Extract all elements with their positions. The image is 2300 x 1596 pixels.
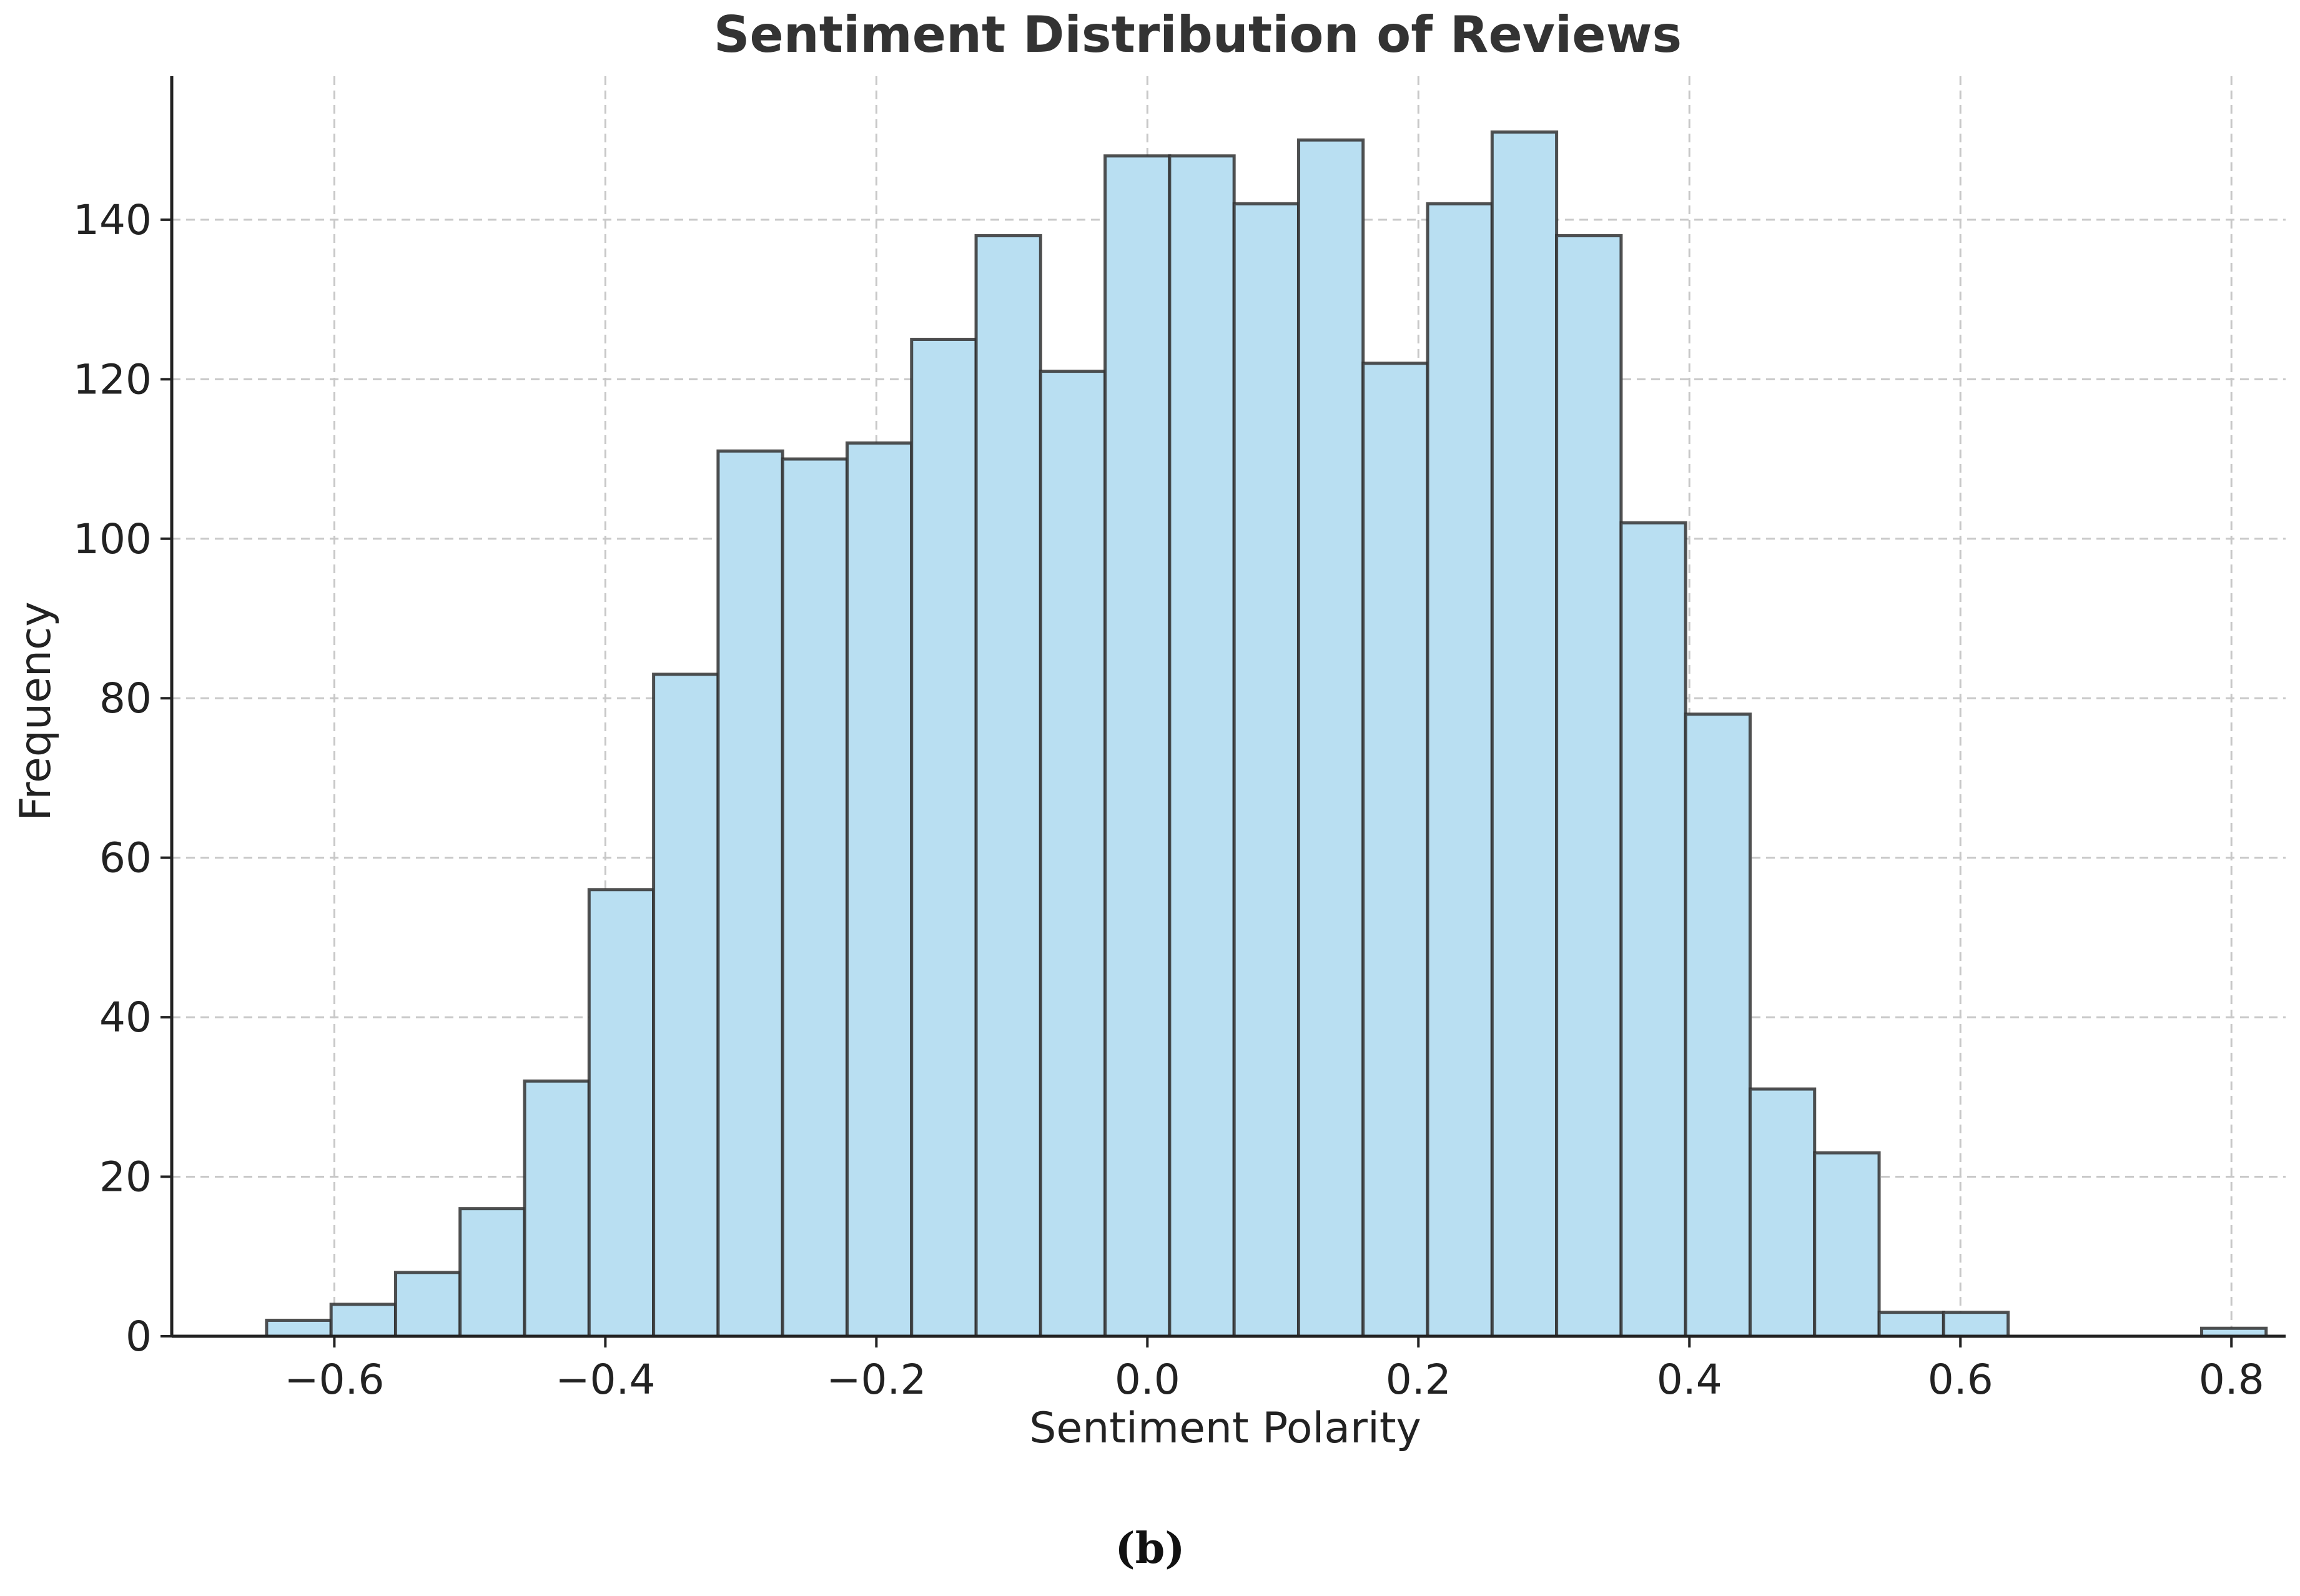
histogram-bar [1168, 154, 1236, 1338]
x-tick-label: 0.6 [1928, 1356, 1993, 1404]
histogram-bar [1103, 154, 1172, 1338]
histogram-bar [1232, 202, 1300, 1338]
x-tick-label: 0.8 [2199, 1356, 2264, 1404]
histogram-bar [1039, 370, 1107, 1338]
y-axis-ticks: 0 20 40 60 80 100 120 140 [73, 196, 172, 1361]
x-tick-label: 0.0 [1115, 1356, 1180, 1404]
histogram-bar [1490, 130, 1559, 1338]
histogram-bar [1426, 202, 1494, 1338]
y-tick-label: 20 [99, 1153, 152, 1201]
x-tick-label: −0.6 [284, 1356, 384, 1404]
histogram-bar [1813, 1151, 1881, 1338]
x-tick-label: 0.4 [1657, 1356, 1722, 1404]
histogram-bar [329, 1303, 397, 1338]
y-tick-label: 60 [99, 834, 152, 882]
histogram-bar [458, 1207, 526, 1338]
y-axis-label: Frequency [11, 601, 61, 820]
histogram-bar [523, 1079, 591, 1338]
histogram-bar [1748, 1087, 1817, 1338]
y-tick-label: 140 [73, 196, 152, 244]
histogram-bar [1684, 712, 1752, 1338]
histogram-bars [265, 130, 2268, 1338]
chart-title: Sentiment Distribution of Reviews [714, 6, 1682, 64]
y-tick-label: 40 [99, 993, 152, 1042]
histogram-bar [910, 337, 978, 1338]
histogram-bar [845, 441, 914, 1338]
histogram-bar [1361, 362, 1429, 1338]
y-tick-label: 100 [73, 515, 152, 563]
histogram-bar [1555, 234, 1623, 1338]
x-axis-ticks: −0.6 −0.4 −0.2 0.0 0.2 0.4 0.6 0.8 [284, 1336, 2264, 1404]
histogram-bar [393, 1271, 462, 1338]
histogram-chart: −0.6 −0.4 −0.2 0.0 0.2 0.4 0.6 0.8 0 20 40 60 80 100… [11, 6, 2286, 1453]
y-tick-label: 80 [99, 674, 152, 722]
y-tick-label: 0 [126, 1313, 152, 1361]
histogram-bar [1619, 521, 1687, 1338]
x-axis-label: Sentiment Polarity [1029, 1404, 1421, 1453]
histogram-bar [652, 672, 720, 1338]
axes [170, 76, 2286, 1338]
x-tick-label: −0.2 [826, 1356, 926, 1404]
figure-caption: (b) [1115, 1524, 1185, 1574]
histogram-bar [1942, 1311, 2010, 1338]
histogram-bar [265, 1318, 333, 1338]
y-tick-label: 120 [73, 355, 152, 403]
histogram-bar [587, 888, 656, 1338]
x-tick-label: 0.2 [1386, 1356, 1451, 1404]
histogram-bar [1296, 138, 1365, 1338]
histogram-bar [974, 234, 1042, 1338]
x-tick-label: −0.4 [555, 1356, 655, 1404]
histogram-bar [1877, 1311, 1945, 1338]
histogram-bar [781, 457, 849, 1338]
histogram-bar [716, 449, 784, 1338]
